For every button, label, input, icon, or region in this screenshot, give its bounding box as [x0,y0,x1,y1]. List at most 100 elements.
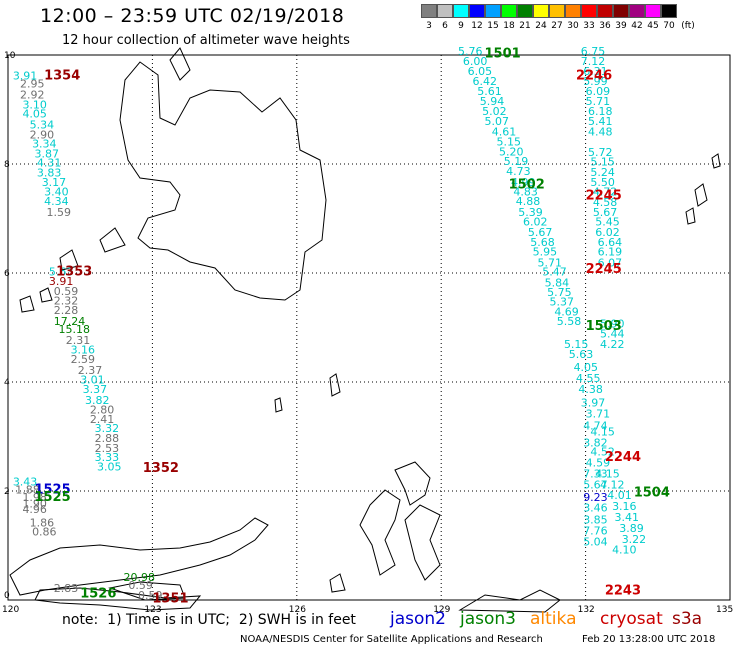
wave-height-value: 2.37 [78,364,103,377]
wave-height-value: 5.71 [537,256,562,269]
wave-height-value: 4.83 [513,186,538,199]
wave-height-value: 2.32 [54,295,79,308]
satellite-name: cryosat [600,609,663,629]
wave-height-value: 4.15 [595,467,620,480]
wave-height-value: 3.05 [97,460,122,473]
wave-height-value: 4.12 [600,478,625,491]
wave-height-value: 5.67 [528,226,553,239]
wave-height-value: 1.59 [47,206,72,219]
wave-height-value: 4.38 [578,383,603,396]
pass-number: 1503 [586,319,622,334]
pass-number: 2245 [586,188,622,203]
wave-height-value: 5.72 [588,146,613,159]
wave-height-value: 6.42 [472,75,497,88]
legend-swatch [485,4,501,18]
legend-swatch [517,4,533,18]
wave-height-value: 6.09 [586,85,611,98]
wave-height-value: 4.15 [590,425,615,438]
legend-swatch [661,4,677,18]
wave-height-value: 5.20 [499,145,523,158]
satellite-name: jason3 [460,609,516,629]
wave-height-value: 5.19 [504,155,528,168]
wave-height-value: 3.37 [83,383,108,396]
wave-height-value: 6.75 [581,45,606,58]
coastlines [9,47,721,613]
wave-height-value: 3.01 [80,374,105,387]
wave-height-value: 1.98 [22,491,47,504]
wave-height-value: 5.47 [542,266,567,279]
wave-height-value: 5.34 [30,119,55,132]
legend-label: 70 [663,21,675,31]
longitude-label: 123 [144,605,161,615]
wave-height-value: 4.22 [600,338,625,351]
wave-height-value: 5.15 [590,156,615,169]
wave-height-value: 5.67 [583,478,608,491]
map-frame [7,54,731,601]
wave-height-value: 5.94 [480,95,505,108]
wave-height-value: 3.82 [85,394,110,407]
wave-height-value: 4.88 [516,195,541,208]
wave-height-value: 3.22 [622,533,647,546]
wave-height-value: 9.23 [583,491,608,504]
wave-height-value: 5.50 [590,176,615,189]
wave-height-value: 7.33 [583,467,608,480]
legend-swatch [501,4,517,18]
pass-number: 2246 [576,69,612,84]
wave-height-value: 3.91 [13,70,37,83]
wave-height-value: 2.80 [90,404,115,417]
legend-swatch [469,4,485,18]
wave-height-value: 2.92 [20,89,45,102]
legend-label: 27 [551,21,563,31]
pass-number: 2245 [586,262,622,277]
pass-number: 1525 [34,490,70,505]
units-note: note: 1) Time is in UTC; 2) SWH is in fe… [62,612,356,628]
wave-height-value: 4.59 [586,456,611,469]
latitude-label: 4 [4,378,10,388]
color-scale-legend [421,4,677,18]
wave-height-value: 2.88 [95,432,120,445]
legend-swatch [549,4,565,18]
wave-height-value: 0.59 [54,285,79,298]
axis-tick-labels: 120 123 126 129 132 135 10 8 6 4 2 0 [2,51,733,615]
wave-height-value: 5.41 [588,115,613,128]
wave-height-values: 3.912.952.923.104.055.342.903.343.874.31… [13,45,646,602]
wave-height-value: 3.46 [583,502,608,515]
wave-height-value: 4.10 [612,544,637,557]
pass-number: 1526 [80,586,116,601]
wave-height-value: 3.97 [581,397,606,410]
wave-height-value: 5.04 [583,536,608,549]
wave-height-value: 5.76 [458,45,483,58]
legend-label: 36 [599,21,611,31]
wave-height-value: 1.90 [22,497,47,510]
latitude-label: 0 [4,591,10,601]
wave-height-value: 4.74 [583,419,608,432]
legend-swatch [645,4,661,18]
pass-number: 1351 [152,592,188,607]
wave-height-value: 5.99 [583,75,608,88]
wave-height-value: 1.88 [15,484,40,497]
wave-height-value: 4.05 [22,108,47,121]
wave-height-value: 6.07 [598,256,623,269]
legend-label: 9 [458,21,464,31]
wave-height-value: 6.02 [595,226,620,239]
legend-label: 21 [519,21,531,31]
latitude-label: 2 [4,487,10,497]
wave-height-value: 3.34 [32,138,57,151]
legend-swatch [453,4,469,18]
wave-height-value: 4.01 [607,489,632,502]
wave-height-value: 5.39 [518,206,543,219]
wave-height-value: 2.59 [71,353,96,366]
wave-height-value: 0.59 [138,589,163,602]
legend-label: 12 [471,21,483,31]
wave-height-value: 4.99 [511,176,536,189]
satellite-name: jason2 [390,609,446,629]
wave-height-value: 2.53 [95,442,120,455]
wave-height-value: 6.18 [588,105,613,118]
pass-number: 1352 [143,461,179,476]
wave-height-value: 6.05 [468,65,493,78]
wave-height-value: 4.73 [506,165,531,178]
wave-height-value: 6.64 [598,236,623,249]
wave-height-value: 20.98 [124,571,155,584]
